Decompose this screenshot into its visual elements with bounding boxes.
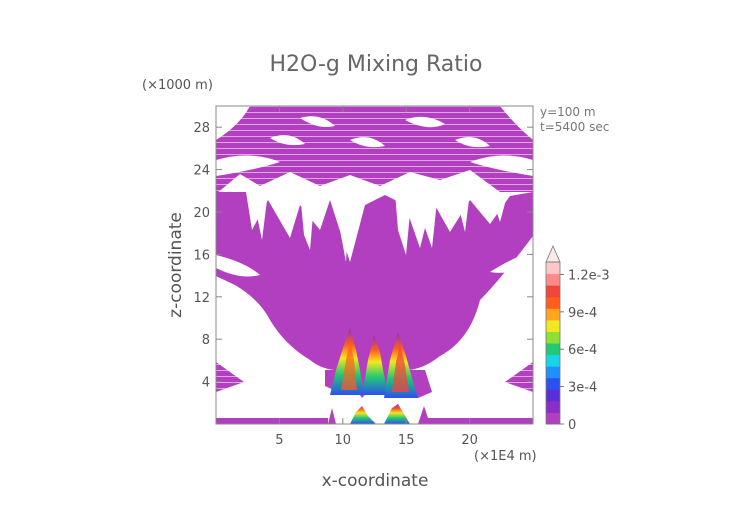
y-tick-label-1: 8 — [202, 333, 210, 348]
finger-4 — [395, 192, 412, 255]
y-units-label: (×1000 m) — [142, 78, 213, 93]
x-tick-label-3: 20 — [461, 433, 478, 448]
gap-5 — [300, 116, 335, 127]
colorbar-segment-5 — [546, 354, 560, 367]
gap-9 — [455, 137, 490, 148]
colorbar-tick-label-1: 3e-4 — [568, 381, 597, 396]
colorbar-segment-12 — [546, 273, 560, 286]
y-tick-label-4: 20 — [193, 206, 210, 221]
colorbar-extend-arrow — [545, 245, 561, 263]
colorbar: 0 3e-4 6e-4 9e-4 1.2e-3 — [545, 245, 610, 433]
colorbar-segment-11 — [546, 285, 560, 298]
colorbar-tick-label-3: 9e-4 — [568, 306, 597, 321]
colorbar-segment-1 — [546, 400, 560, 413]
field-upper-band — [216, 106, 533, 194]
surface-layer-left — [216, 418, 328, 424]
colorbar-segment-8 — [546, 319, 560, 332]
colorbar-tick-label-0: 0 — [568, 418, 576, 433]
y-tick-label-2: 12 — [193, 291, 210, 306]
gap-4 — [470, 155, 533, 176]
finger-2 — [300, 192, 315, 250]
finger-6 — [455, 192, 470, 232]
gap-7 — [350, 137, 385, 148]
x-tick-label-1: 10 — [335, 433, 352, 448]
colorbar-segment-4 — [546, 366, 560, 379]
surface-layer-right — [424, 418, 533, 424]
chart-title: H2O-g Mixing Ratio — [270, 52, 483, 77]
colorbar-segment-9 — [546, 308, 560, 321]
colorbar-segment-0 — [546, 412, 560, 425]
x-axis-label: x-coordinate — [322, 471, 429, 491]
core-right-inner — [392, 345, 409, 392]
gap-8 — [270, 135, 305, 146]
annotation-t: t=5400 sec — [540, 120, 609, 134]
y-axis-label: z-coordinate — [166, 212, 186, 318]
colorbar-segment-7 — [546, 331, 560, 344]
finger-3 — [335, 192, 350, 262]
colorbar-tick-label-4: 1.2e-3 — [568, 268, 610, 283]
x-axis-ticks: 5 10 15 20 — [275, 106, 478, 448]
x-tick-label-0: 5 — [275, 433, 283, 448]
colorbar-segment-3 — [546, 377, 560, 390]
surface-bumps — [328, 406, 430, 424]
x-tick-label-2: 15 — [398, 433, 415, 448]
surface-peaks — [350, 404, 410, 424]
gap-3 — [216, 155, 280, 176]
colorbar-tick-label-2: 6e-4 — [568, 343, 597, 358]
y-tick-label-6: 28 — [193, 121, 210, 136]
finger-1 — [252, 192, 268, 240]
edge-wedge-right — [505, 362, 533, 392]
colorbar-segment-13 — [546, 262, 560, 275]
band-gaps — [216, 106, 533, 176]
finger-7 — [490, 192, 508, 222]
colorbar-frame — [545, 261, 561, 425]
finger-5 — [420, 192, 438, 248]
colorbar-segment-6 — [546, 343, 560, 356]
body-gaps — [216, 192, 533, 277]
x-units-label: (×1E4 m) — [474, 449, 537, 464]
y-tick-label-3: 16 — [193, 248, 210, 263]
edge-wedge-left — [216, 362, 244, 392]
colorbar-segment-10 — [546, 296, 560, 309]
gap-6 — [405, 116, 445, 128]
y-tick-label-0: 4 — [202, 376, 210, 391]
y-tick-label-5: 24 — [193, 164, 210, 179]
plot-frame — [215, 105, 534, 425]
gap-2 — [500, 106, 533, 140]
colorbar-segment-2 — [546, 389, 560, 402]
y-axis-ticks: 4 8 12 16 20 24 28 — [193, 121, 533, 391]
core-left-inner — [341, 340, 357, 390]
gap-left-mid — [216, 255, 260, 277]
core-mid — [362, 335, 388, 395]
field-main-body — [216, 192, 533, 371]
gap-right-mid — [490, 250, 533, 273]
field-layer — [216, 106, 533, 424]
gap-1 — [216, 106, 250, 140]
annotation-y: y=100 m — [540, 105, 596, 119]
